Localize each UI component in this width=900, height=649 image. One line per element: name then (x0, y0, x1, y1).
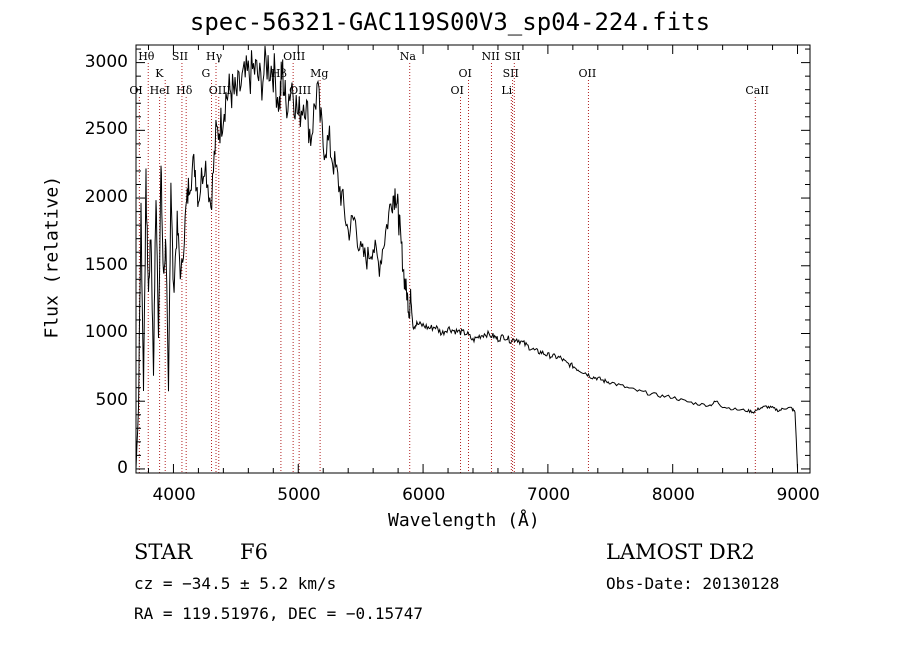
spectral-line-label: OII (578, 67, 597, 80)
spectral-line-label: Hδ (176, 84, 193, 97)
spectral-line-label: OIII (289, 84, 312, 97)
spectral-line-label: Hβ (270, 67, 287, 80)
spectral-line-label: OIII (283, 50, 306, 63)
y-tick-label: 2000 (84, 187, 128, 208)
observation-date: Obs-Date: 20130128 (606, 574, 780, 593)
axis-ticks (136, 45, 810, 473)
spectral-line-markers (138, 63, 756, 473)
y-tick-label: 1500 (84, 254, 128, 275)
ra-dec-coordinates: RA = 119.51976, DEC = −0.15747 (134, 604, 423, 623)
spectral-line-label: HeI (149, 84, 171, 97)
y-tick-label: 2500 (84, 119, 128, 140)
y-axis-label: Flux (relative) (41, 175, 63, 339)
spectral-line-label: OI (458, 67, 472, 80)
object-subclass: F6 (240, 540, 268, 564)
spectral-line-label: OI (450, 84, 464, 97)
spectral-line-label: OIII (208, 84, 231, 97)
spectral-line-label: G (201, 67, 211, 80)
plot-frame (135, 44, 811, 474)
y-tick-label: 0 (117, 457, 128, 478)
spectral-line-label: OI (129, 84, 143, 97)
x-tick-label: 7000 (526, 485, 571, 505)
spectral-line-label: K (155, 67, 164, 80)
y-tick-label: 500 (95, 390, 128, 411)
spectrum-line (135, 45, 798, 469)
survey-name: LAMOST DR2 (606, 540, 755, 564)
spectral-line-label: Mg (310, 67, 329, 80)
x-tick-label: 6000 (402, 485, 446, 505)
spectral-line-label: SII (171, 50, 189, 63)
x-tick-label: 8000 (651, 485, 695, 505)
spectral-line-label: Hγ (206, 50, 223, 63)
redshift-velocity: cz = −34.5 ± 5.2 km/s (134, 574, 337, 593)
spectral-line-label: Hθ (138, 50, 155, 63)
chart-title: spec-56321-GAC119S00V3_sp04-224.fits (189, 8, 711, 36)
spectral-line-label: CaII (745, 84, 769, 97)
y-tick-label: 1000 (84, 322, 128, 343)
spectral-line-label: Li (501, 84, 513, 97)
spectral-line-label: Na (399, 50, 416, 63)
object-class: STAR (134, 540, 193, 564)
spectral-line-label: SII (504, 50, 521, 63)
spectral-line-label: SII (502, 67, 519, 80)
spectral-line-label: NII (481, 50, 500, 63)
x-tick-label: 5000 (277, 485, 321, 505)
x-tick-label: 9000 (776, 485, 820, 505)
y-tick-label: 3000 (84, 51, 128, 72)
x-axis-label: Wavelength (Å) (388, 510, 540, 531)
x-tick-label: 4000 (152, 485, 196, 505)
